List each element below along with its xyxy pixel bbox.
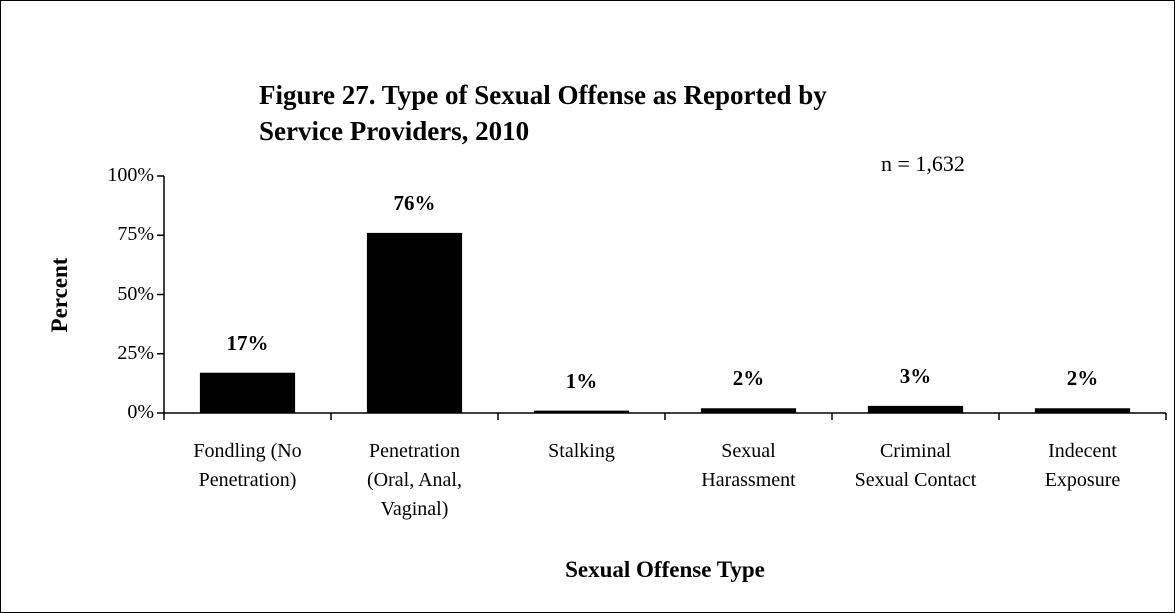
annotation: n = 1,632 bbox=[881, 151, 965, 176]
y-tick-label: 25% bbox=[117, 341, 154, 364]
x-tick-label: Indecent Exposure bbox=[1044, 440, 1121, 491]
bar bbox=[1034, 408, 1131, 413]
bar bbox=[199, 372, 296, 413]
bar bbox=[533, 410, 630, 413]
data-label: 17% bbox=[226, 330, 269, 355]
x-tick-label: Criminal Sexual Contact bbox=[854, 440, 977, 491]
chart-title: Figure 27. Type of Sexual Offense as Rep… bbox=[259, 80, 827, 146]
data-label: 76% bbox=[393, 190, 436, 215]
x-tick-label: Sexual Harassment bbox=[701, 440, 796, 491]
bar bbox=[867, 405, 964, 413]
x-axis-title: Sexual Offense Type bbox=[565, 557, 765, 582]
data-label: 1% bbox=[565, 368, 598, 393]
bar bbox=[700, 408, 797, 413]
x-tick-label: Fondling (No Penetration) bbox=[193, 440, 302, 491]
data-label: 2% bbox=[732, 366, 765, 391]
bar bbox=[366, 232, 463, 413]
y-tick-label: 100% bbox=[107, 164, 154, 186]
y-tick-label: 0% bbox=[127, 401, 154, 423]
data-label: 2% bbox=[1066, 366, 1099, 391]
y-tick-label: 50% bbox=[117, 282, 154, 305]
x-tick-label: Stalking bbox=[548, 440, 615, 462]
x-tick-label: Penetration (Oral, Anal, Vaginal) bbox=[367, 440, 462, 520]
data-label: 3% bbox=[899, 363, 932, 388]
y-tick-label: 75% bbox=[117, 223, 154, 246]
